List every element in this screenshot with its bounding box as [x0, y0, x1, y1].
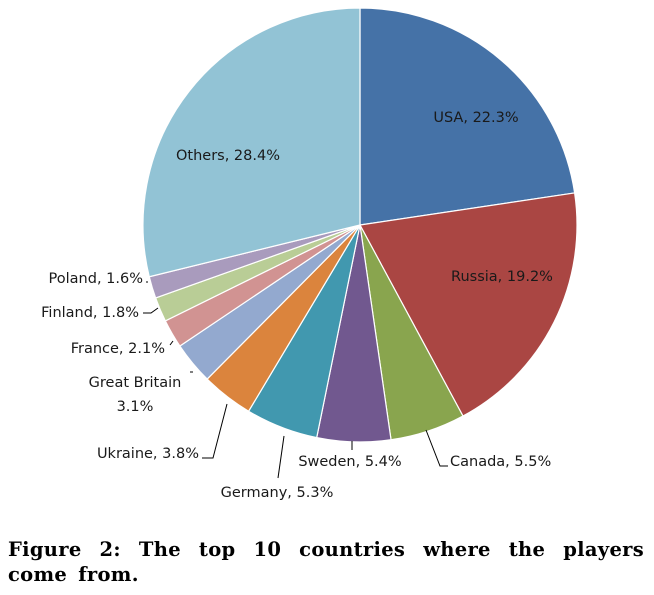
slice-label-france: France, 2.1% [71, 341, 165, 357]
figure-caption: Figure 2: The top 10 countries where the… [8, 538, 644, 586]
slice-label-poland: Poland, 1.6% [49, 271, 143, 287]
pie-slice-russia [359, 192, 578, 417]
pie-slice-others [142, 7, 361, 278]
slice-label-ukraine: Ukraine, 3.8% [97, 446, 199, 462]
slice-label-sweden: Sweden, 5.4% [298, 454, 401, 470]
slice-label-russia: Russia, 19.2% [451, 269, 553, 285]
leader-line-germany [277, 435, 285, 479]
leader-line-ukraine [202, 403, 228, 459]
leader-line-france [169, 340, 174, 346]
slice-label-great-britain: Great Britain 3.1% [89, 375, 182, 415]
slice-label-finland: Finland, 1.8% [41, 305, 139, 321]
leader-line-finland [143, 307, 159, 314]
pie-slice-usa [359, 7, 576, 226]
slice-label-others: Others, 28.4% [176, 148, 280, 164]
leader-line-canada [425, 429, 448, 467]
slice-label-germany: Germany, 5.3% [221, 485, 334, 501]
pie-chart: USA, 22.3% Russia, 19.2% Canada, 5.5% Swede… [41, 7, 578, 501]
slice-label-canada: Canada, 5.5% [450, 454, 551, 470]
slice-label-usa: USA, 22.3% [433, 110, 518, 126]
